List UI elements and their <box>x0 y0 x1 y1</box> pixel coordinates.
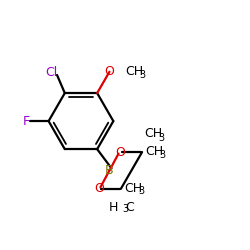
Text: F: F <box>23 114 30 128</box>
Text: CH: CH <box>145 127 163 140</box>
Text: CH: CH <box>124 182 142 194</box>
Text: O: O <box>104 65 115 78</box>
Text: H: H <box>108 201 118 214</box>
Text: Cl: Cl <box>46 66 58 79</box>
Text: 3: 3 <box>159 150 165 160</box>
Text: B: B <box>105 164 114 177</box>
Text: 3: 3 <box>138 186 144 196</box>
Text: O: O <box>115 146 125 158</box>
Text: 3: 3 <box>122 204 128 214</box>
Text: 3: 3 <box>140 70 146 80</box>
Text: C: C <box>126 201 134 214</box>
Text: 3: 3 <box>158 133 164 143</box>
Text: O: O <box>94 182 104 195</box>
Text: CH: CH <box>146 145 164 158</box>
Text: CH: CH <box>126 65 144 78</box>
